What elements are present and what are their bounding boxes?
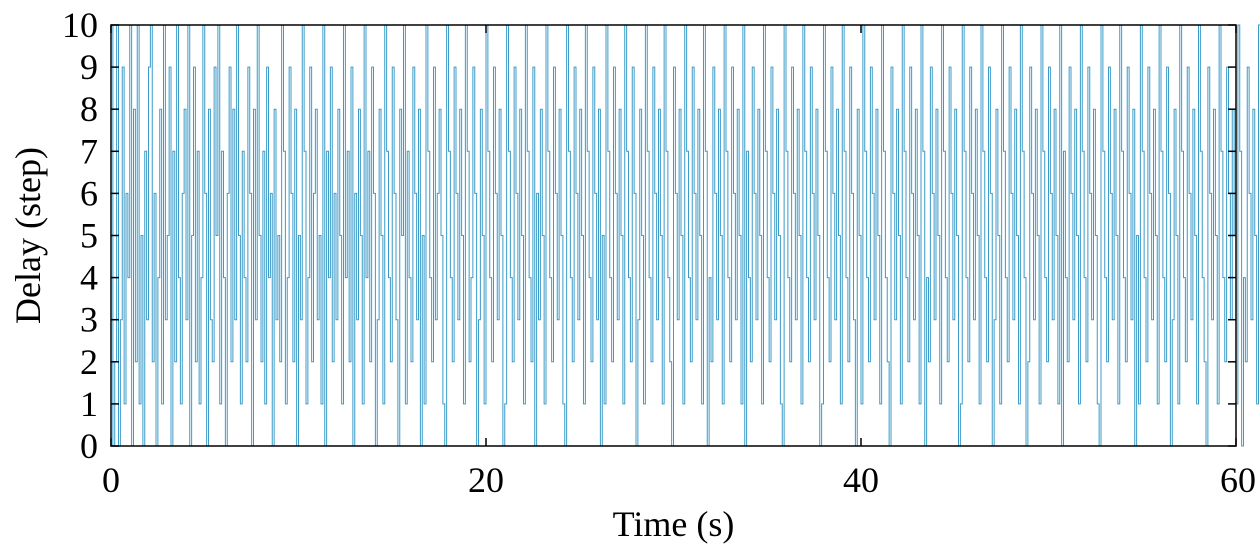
y-tick-label: 6	[80, 173, 98, 213]
x-tick-label: 40	[843, 460, 879, 500]
y-tick-label: 7	[80, 131, 98, 171]
x-tick-label: 60	[1220, 460, 1256, 500]
y-tick-label: 9	[80, 47, 98, 87]
y-tick-label: 1	[80, 384, 98, 424]
x-axis-title: Time (s)	[613, 504, 735, 544]
y-tick-label: 4	[80, 258, 98, 298]
y-tick-label: 3	[80, 300, 98, 340]
y-tick-label: 2	[80, 342, 98, 382]
x-tick-label: 0	[102, 460, 120, 500]
y-axis-title: Delay (step)	[8, 147, 48, 324]
x-axis: 0 20 40 60	[102, 25, 1256, 500]
y-tick-label: 0	[80, 426, 98, 466]
y-tick-label: 8	[80, 89, 98, 129]
x-tick-label: 20	[468, 460, 504, 500]
series-lines	[111, 24, 1260, 447]
y-tick-label: 5	[80, 216, 98, 256]
series-line-0	[111, 24, 1260, 447]
y-tick-label: 10	[62, 5, 98, 45]
